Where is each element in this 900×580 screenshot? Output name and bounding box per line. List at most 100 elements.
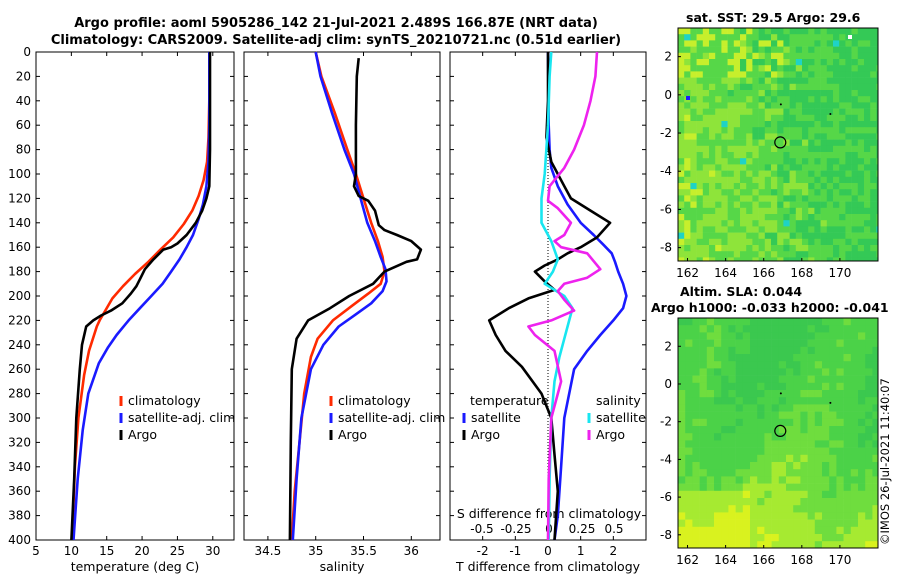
sst-map-cell	[752, 121, 759, 128]
sst-map-cell	[802, 114, 809, 122]
sla-map-cell	[757, 368, 765, 376]
sst-map-cell	[876, 158, 879, 165]
sst-map-cell	[826, 238, 834, 246]
sst-map-cell	[758, 28, 766, 35]
sla-map-cell	[822, 318, 830, 326]
sst-map-cell	[702, 96, 710, 103]
sst-map-cell	[733, 251, 741, 258]
sla-map-cell	[678, 397, 686, 405]
sst-map-cell	[740, 83, 747, 91]
sst-map-cell	[690, 189, 697, 196]
sla-map-cell	[865, 454, 873, 463]
sst-map-cell	[876, 59, 879, 66]
sst-map-cell	[740, 189, 747, 196]
sst-map-cell	[839, 207, 846, 215]
sla-map-cell	[829, 526, 837, 535]
sst-map-cell	[721, 40, 728, 47]
sla-map-cell	[836, 534, 844, 542]
sst-map-cell	[857, 46, 865, 54]
sla-map-cell	[850, 498, 859, 506]
sla-map-cell	[807, 526, 816, 535]
sla-map-cell	[778, 483, 787, 492]
sla-map-cell	[778, 498, 787, 506]
sst-map-cell	[864, 46, 871, 54]
sla-map-cell	[872, 361, 879, 369]
sla-map-cell	[764, 318, 772, 326]
sla-map-cell	[699, 411, 708, 420]
depth-tick-label: 260	[8, 362, 31, 376]
sst-map-cell	[826, 183, 834, 190]
sst-map-cell	[733, 34, 741, 41]
sst-map-cell	[851, 201, 859, 209]
sla-map-cell	[735, 397, 744, 405]
sst-map-cell	[715, 176, 722, 184]
sst-map-cell	[702, 220, 710, 227]
sla-map-cell	[800, 354, 808, 362]
sla-map-cell	[742, 368, 751, 376]
sla-map-cell	[778, 512, 787, 520]
sst-map-cell	[684, 34, 691, 41]
sst-map-cell	[678, 245, 685, 252]
sla-map-cell	[678, 526, 686, 535]
sst-map-cell	[684, 158, 691, 165]
sst-map-cell	[752, 145, 759, 153]
sst-map-cell	[696, 145, 704, 153]
sst-map-cell	[870, 34, 877, 41]
temperature-xtick-label: 5	[32, 544, 40, 558]
sst-map-cell	[733, 83, 741, 91]
sst-map-cell	[839, 90, 846, 97]
sst-map-cell	[721, 133, 728, 140]
sst-map-cell	[864, 77, 871, 85]
sla-map-cell	[865, 346, 873, 355]
sst-map-cell	[771, 238, 778, 246]
sst-map-cell	[839, 164, 846, 171]
sla-map-cell	[750, 354, 758, 362]
salinity-series-argo	[288, 57, 423, 541]
sst-map-cell	[684, 152, 691, 159]
sla-map-cell	[814, 433, 823, 441]
sst-map-cell	[814, 108, 821, 116]
sst-map-cell	[802, 34, 809, 41]
sst-map-ytick-label: -8	[660, 241, 672, 255]
sla-map-cell	[757, 454, 765, 463]
sst-map-cell	[702, 195, 710, 202]
sst-map-cell	[808, 164, 815, 171]
sst-map-cell	[764, 46, 772, 54]
sla-map-cell	[793, 447, 801, 456]
sst-map-xtick-label: 166	[752, 266, 775, 280]
sla-map-cell	[692, 454, 700, 463]
sst-map-cell	[721, 96, 728, 103]
sst-map-cell	[851, 176, 859, 184]
sla-map-cell	[728, 512, 736, 520]
sst-map-cell	[752, 96, 759, 103]
sst-map-cell	[752, 251, 759, 258]
sst-map-cell	[851, 232, 859, 240]
sst-map-cell	[870, 77, 877, 85]
sla-map-cell	[829, 390, 837, 398]
sla-map-cell	[865, 318, 873, 326]
sla-map-cell	[793, 462, 801, 470]
sst-map-cell	[727, 220, 735, 227]
sst-map-cell	[783, 145, 790, 153]
sla-map-cell	[714, 454, 722, 463]
sst-map-cell	[864, 90, 871, 97]
sla-map-cell	[822, 411, 830, 420]
sst-map-cell	[746, 152, 753, 159]
sst-map-cell	[684, 226, 691, 233]
sst-map-cell	[771, 121, 778, 128]
sst-map-cell	[684, 83, 691, 91]
sst-map-cell	[746, 65, 753, 72]
sla-map-cell	[872, 498, 879, 506]
sla-map-cell	[786, 339, 794, 348]
sla-map-cell	[678, 462, 686, 470]
sst-map-cell	[789, 34, 797, 41]
sla-map-cell	[807, 498, 816, 506]
sla-map-cell	[692, 447, 700, 456]
sst-map-cell	[820, 158, 828, 165]
sst-map-cell	[746, 34, 753, 41]
sst-map-cell	[678, 238, 685, 246]
sla-map-cell	[678, 339, 686, 348]
sst-map-cell	[870, 214, 877, 221]
sst-map-cell	[727, 195, 735, 202]
sla-map-cell	[735, 368, 744, 376]
